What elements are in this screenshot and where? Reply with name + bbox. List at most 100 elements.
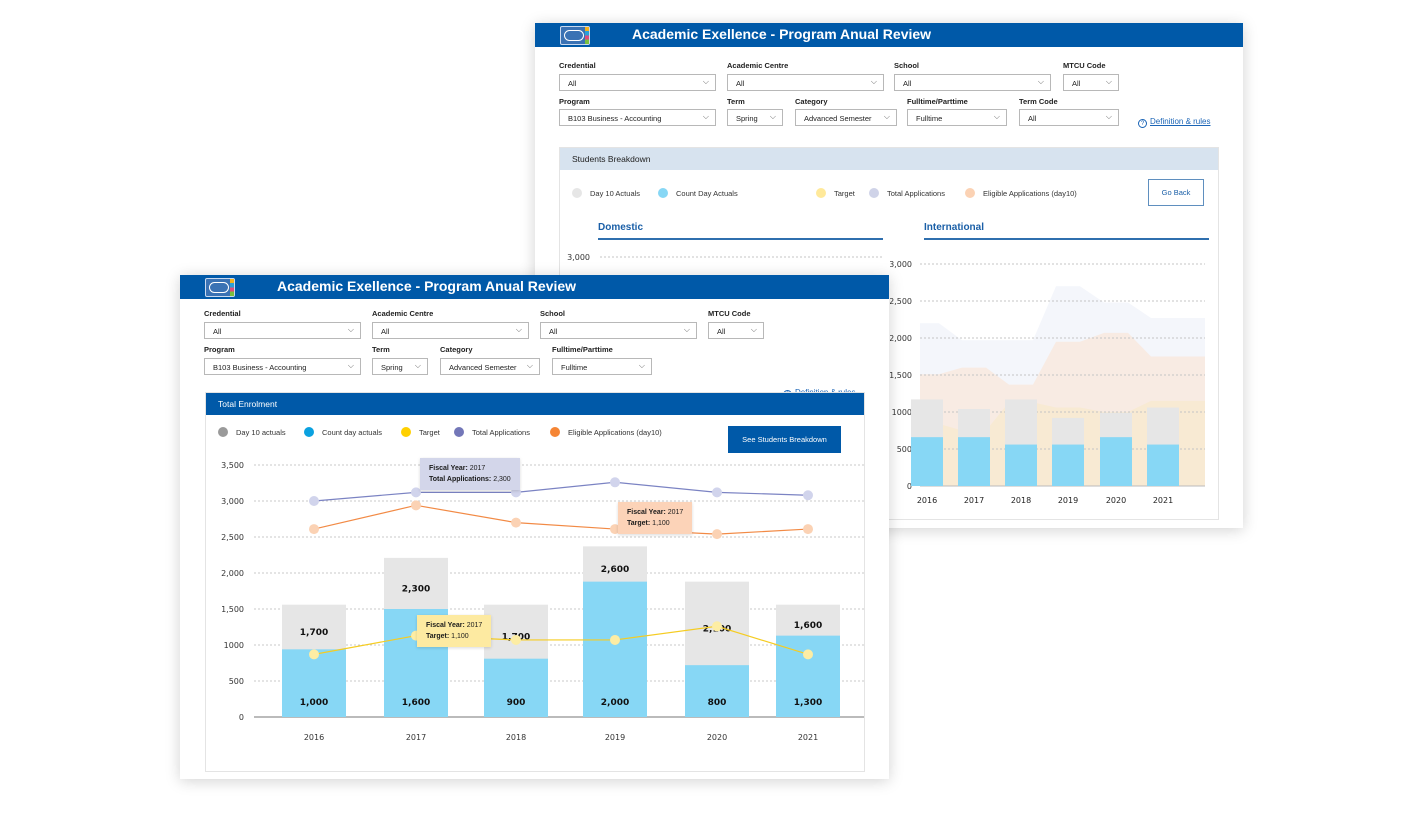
chevron-down-icon: ⌵: [702, 112, 709, 121]
y-tick-label: 3,000: [567, 253, 590, 262]
term-select[interactable]: Spring ⌵: [727, 109, 783, 126]
section-title: Total Enrolment: [206, 393, 864, 415]
x-tick-label: 2018: [506, 733, 526, 742]
legend-dot: [658, 188, 668, 198]
total-applications-point: [803, 490, 813, 501]
chevron-down-icon: ⌵: [1037, 77, 1044, 86]
bar-label-count-day: 2,000: [601, 698, 629, 708]
x-tick-label: 2021: [1153, 496, 1173, 505]
fulltime-parttime-label: Fulltime/Parttime: [907, 97, 968, 106]
total-applications-line: [313, 481, 809, 502]
legend-item-day10: Day 10 actuals: [218, 427, 286, 437]
total-applications-point: [712, 487, 722, 498]
term-label: Term: [372, 345, 390, 354]
international-chart: 0 500 1000 1,500 2,000 2,500 3,000 2016 2017 2018…: [890, 260, 1205, 505]
total-applications-point: [610, 477, 620, 488]
chevron-down-icon: ⌵: [638, 361, 645, 370]
program-select[interactable]: B103 Business - Accounting ⌵: [559, 109, 716, 126]
bar-label-count-day: 800: [708, 698, 727, 708]
x-tick-label: 2017: [406, 733, 426, 742]
mtcu-code-select[interactable]: All ⌵: [708, 322, 764, 339]
academic-centre-select[interactable]: All ⌵: [372, 322, 529, 339]
y-tick-label: 1000: [224, 641, 244, 650]
academic-centre-select[interactable]: All ⌵: [727, 74, 884, 91]
school-select[interactable]: All ⌵: [894, 74, 1051, 91]
domestic-chart: 3,000: [567, 253, 882, 262]
legend-dot: [869, 188, 879, 198]
y-tick-label: 1,500: [890, 371, 912, 380]
y-tick-label: 500: [897, 445, 912, 454]
category-select[interactable]: Advanced Semester ⌵: [795, 109, 897, 126]
x-tick-label: 2021: [798, 733, 818, 742]
y-tick-label: 3,500: [221, 461, 244, 470]
see-students-breakdown-button[interactable]: See Students Breakdown: [728, 426, 841, 453]
eligible-applications-point: [803, 524, 813, 535]
total-enrolment-window: Academic Exellence - Program Anual Revie…: [180, 275, 889, 779]
y-tick-label: 500: [229, 677, 244, 686]
legend-item-count-day: Count Day Actuals: [658, 188, 738, 198]
target-point: [803, 649, 813, 660]
school-label: School: [894, 61, 920, 70]
credential-select[interactable]: All ⌵: [559, 74, 716, 91]
eligible-applications-point: [511, 517, 521, 528]
x-tick-label: 2019: [1058, 496, 1078, 505]
college-logo: [560, 26, 590, 45]
term-code-select[interactable]: All ⌵: [1019, 109, 1119, 126]
target-point: [712, 621, 722, 632]
x-tick-label: 2020: [1106, 496, 1126, 505]
eligible-applications-point: [309, 524, 319, 535]
legend-item-eligible-applications: Eligible Applications (day10): [965, 188, 1077, 198]
bar-label-day10: 1,600: [794, 621, 822, 631]
app-title: Academic Exellence - Program Anual Revie…: [277, 278, 577, 294]
total-enrolment-section: Total Enrolment Day 10 actuals Count day…: [205, 392, 865, 772]
term-select[interactable]: Spring ⌵: [372, 358, 428, 375]
bar-count-day: [1147, 444, 1179, 486]
go-back-button[interactable]: Go Back: [1148, 179, 1204, 206]
bar-count-day: [911, 437, 943, 486]
tooltip-total-applications: Fiscal Year: 2017 Total Applications: 2,…: [420, 458, 520, 490]
legend-dot: [550, 427, 560, 437]
fulltime-parttime-select[interactable]: Fulltime ⌵: [552, 358, 652, 375]
domestic-title: Domestic: [598, 222, 883, 240]
school-label: School: [540, 309, 566, 318]
eligible-applications-point: [411, 500, 421, 511]
category-select[interactable]: Advanced Semester ⌵: [440, 358, 540, 375]
legend-item-total-applications: Total Applications: [454, 427, 530, 437]
chevron-down-icon: ⌵: [769, 112, 776, 121]
legend-item-target: Target: [816, 188, 855, 198]
x-tick-label: 2016: [304, 733, 324, 742]
mtcu-code-select[interactable]: All ⌵: [1063, 74, 1119, 91]
credential-select[interactable]: All ⌵: [204, 322, 361, 339]
legend-item-target: Target: [401, 427, 440, 437]
y-tick-label: 2,000: [221, 569, 244, 578]
legend-dot: [965, 188, 975, 198]
school-select[interactable]: All ⌵: [540, 322, 697, 339]
academic-centre-label: Academic Centre: [372, 309, 434, 318]
eligible-applications-point: [610, 524, 620, 535]
y-tick-label: 3,000: [221, 497, 244, 506]
bar-count-day: [583, 581, 647, 717]
chevron-down-icon: ⌵: [1105, 77, 1112, 86]
app-title: Academic Exellence - Program Anual Revie…: [632, 26, 932, 42]
category-label: Category: [440, 345, 473, 354]
chevron-down-icon: ⌵: [347, 325, 354, 334]
bar-count-day: [776, 635, 840, 717]
chevron-down-icon: ⌵: [526, 361, 533, 370]
y-tick-label: 0: [239, 713, 244, 722]
y-tick-label: 2,500: [890, 297, 912, 306]
x-tick-label: 2019: [605, 733, 625, 742]
students-breakdown-window: Academic Exellence - Program Anual Revie…: [535, 23, 1243, 528]
program-select[interactable]: B103 Business - Accounting ⌵: [204, 358, 361, 375]
credential-label: Credential: [559, 61, 596, 70]
credential-label: Credential: [204, 309, 241, 318]
filter-panel: Credential All ⌵ Academic Centre All ⌵ Sch…: [535, 47, 1243, 167]
term-code-label: Term Code: [1019, 97, 1058, 106]
chevron-down-icon: ⌵: [750, 325, 757, 334]
definition-rules-link[interactable]: ?Definition & rules: [1138, 117, 1210, 128]
fulltime-parttime-select[interactable]: Fulltime ⌵: [907, 109, 1007, 126]
eligible-applications-point: [712, 529, 722, 540]
international-title: International: [924, 222, 1209, 240]
total-enrolment-chart: 0 500 1000 1,500 2,000 2,500 3,000 3,500 1,700 1,…: [221, 461, 864, 742]
y-tick-label: 0: [907, 482, 912, 491]
target-line: [313, 625, 809, 655]
